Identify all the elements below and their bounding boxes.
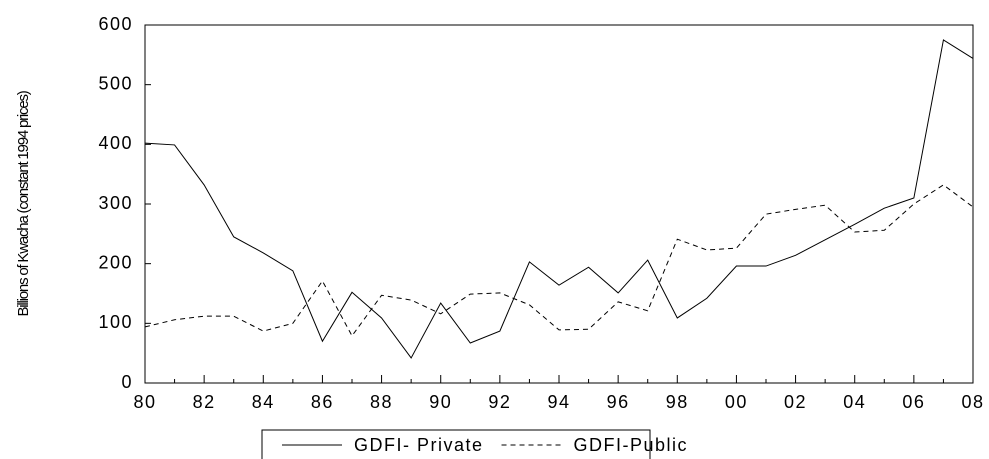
y-axis-label: Billions of Kwacha (constant 1994 prices… [15,90,32,316]
x-tick-label: 80 [133,392,156,412]
x-tick-label: 86 [311,392,334,412]
y-tick-label: 0 [121,372,133,392]
x-tick-label: 92 [488,392,511,412]
series-line [144,39,974,359]
x-tick-label: 96 [607,392,630,412]
legend-label: GDFI-Public [574,435,689,455]
x-tick-label: 94 [547,392,570,412]
y-tick-label: 100 [98,312,133,332]
y-tick-label: 500 [98,73,133,93]
x-tick-label: 88 [370,392,393,412]
y-tick-label: 200 [98,252,133,272]
x-tick-label: 08 [961,392,984,412]
y-tick-label: 600 [98,14,133,34]
x-tick-label: 82 [193,392,216,412]
series-line [144,184,974,337]
legend-label: GDFI- Private [354,435,484,455]
y-tick-label: 400 [98,133,133,153]
x-tick-label: 90 [429,392,452,412]
x-tick-label: 00 [725,392,748,412]
y-tick-label: 300 [98,193,133,213]
x-tick-label: 06 [902,392,925,412]
x-tick-label: 02 [784,392,807,412]
x-tick-label: 84 [252,392,275,412]
x-tick-label: 04 [843,392,866,412]
x-tick-label: 98 [666,392,689,412]
